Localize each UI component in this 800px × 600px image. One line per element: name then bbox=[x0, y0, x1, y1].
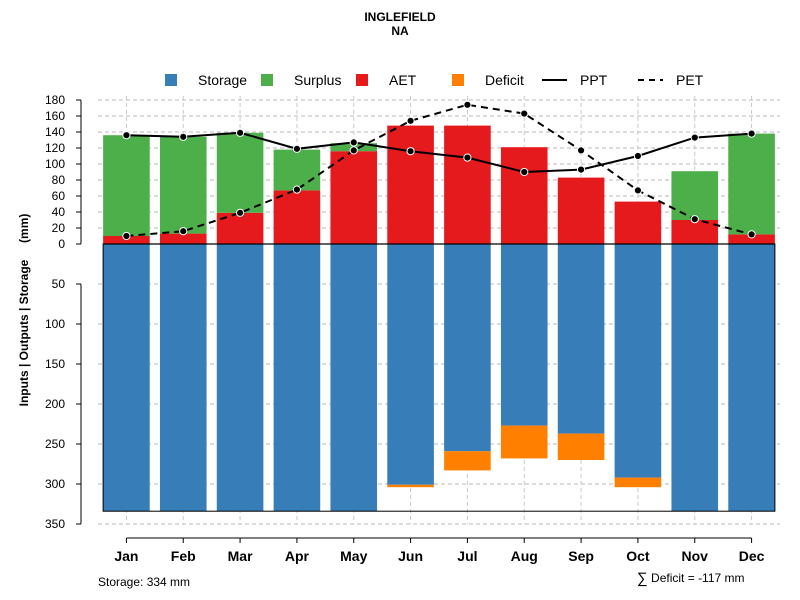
x-tick-label-aug: Aug bbox=[511, 548, 538, 564]
point-pet-jan bbox=[123, 232, 130, 239]
bar-storage-sep bbox=[558, 244, 605, 434]
point-ppt-apr bbox=[293, 145, 300, 152]
point-ppt-oct bbox=[634, 152, 641, 159]
storage-total-note: Storage: 334 mm bbox=[98, 575, 190, 589]
bar-storage-apr bbox=[274, 244, 321, 511]
y-tick-label: 50 bbox=[52, 277, 66, 291]
bar-storage-oct bbox=[615, 244, 662, 478]
point-pet-mar bbox=[236, 209, 243, 216]
bar-storage-mar bbox=[217, 244, 264, 511]
y-tick-label: 120 bbox=[45, 141, 65, 155]
x-tick-label-jun: Jun bbox=[398, 548, 423, 564]
x-tick-label-may: May bbox=[340, 548, 367, 564]
x-tick-label-mar: Mar bbox=[228, 548, 253, 564]
point-ppt-jan bbox=[123, 132, 130, 139]
point-pet-aug bbox=[521, 110, 528, 117]
y-tick-label: 250 bbox=[45, 437, 65, 451]
point-pet-may bbox=[350, 147, 357, 154]
point-ppt-jul bbox=[464, 154, 471, 161]
bar-storage-may bbox=[330, 244, 377, 511]
y-tick-label: 60 bbox=[52, 189, 66, 203]
point-ppt-nov bbox=[691, 134, 698, 141]
bar-surplus-jan bbox=[103, 135, 150, 236]
point-ppt-sep bbox=[577, 166, 584, 173]
bar-surplus-feb bbox=[160, 137, 207, 234]
chart-plot: 0 20 40 60 80 100 120 140 160 180 50 100 150 200 250 30… bbox=[0, 0, 800, 600]
bar-surplus-apr bbox=[274, 150, 321, 191]
bar-aet-sep bbox=[558, 178, 605, 244]
bar-deficit-sep bbox=[558, 434, 605, 460]
sigma-icon: ∑ bbox=[637, 570, 648, 587]
bar-storage-jun bbox=[387, 244, 434, 485]
bar-storage-jul bbox=[444, 244, 491, 451]
point-ppt-mar bbox=[236, 129, 243, 136]
deficit-total-note: ∑ Deficit = -117 mm bbox=[637, 570, 745, 587]
bar-aet-jun bbox=[387, 126, 434, 244]
bar-aet-aug bbox=[501, 147, 548, 244]
x-tick-label-oct: Oct bbox=[626, 548, 650, 564]
bar-storage-jan bbox=[103, 244, 150, 511]
point-ppt-jun bbox=[407, 148, 414, 155]
y-tick-label: 40 bbox=[52, 205, 66, 219]
y-tick-label: 300 bbox=[45, 477, 65, 491]
y-tick-label: 20 bbox=[52, 221, 66, 235]
x-tick-label-apr: Apr bbox=[285, 548, 310, 564]
point-ppt-dec bbox=[748, 130, 755, 137]
point-pet-dec bbox=[748, 231, 755, 238]
x-tick-label-sep: Sep bbox=[568, 548, 594, 564]
y-tick-label: 80 bbox=[52, 173, 66, 187]
y-tick-label: 200 bbox=[45, 397, 65, 411]
y-tick-label: 100 bbox=[45, 317, 65, 331]
y-tick-label: 140 bbox=[45, 125, 65, 139]
bar-surplus-nov bbox=[671, 171, 718, 220]
y-tick-label: 0 bbox=[58, 237, 65, 251]
point-ppt-aug bbox=[521, 168, 528, 175]
bar-aet-jul bbox=[444, 126, 491, 244]
point-pet-oct bbox=[634, 187, 641, 194]
bar-surplus-dec bbox=[728, 134, 775, 235]
bar-storage-dec bbox=[728, 244, 775, 511]
bar-storage-nov bbox=[671, 244, 718, 511]
x-tick-label-feb: Feb bbox=[171, 548, 196, 564]
y-tick-label: 150 bbox=[45, 357, 65, 371]
x-tick-label-nov: Nov bbox=[682, 548, 709, 564]
bar-storage-aug bbox=[501, 244, 548, 426]
point-pet-apr bbox=[293, 186, 300, 193]
point-pet-sep bbox=[577, 147, 584, 154]
bar-aet-may bbox=[330, 151, 377, 244]
point-pet-feb bbox=[180, 228, 187, 235]
bar-deficit-jun bbox=[387, 485, 434, 487]
y-tick-label: 180 bbox=[45, 93, 65, 107]
bar-surplus-mar bbox=[217, 133, 264, 213]
x-tick-label-jan: Jan bbox=[114, 548, 138, 564]
point-pet-jun bbox=[407, 117, 414, 124]
y-tick-label: 100 bbox=[45, 157, 65, 171]
bar-deficit-oct bbox=[615, 478, 662, 488]
bar-deficit-aug bbox=[501, 426, 548, 459]
bar-aet-nov bbox=[671, 220, 718, 244]
x-tick-label-dec: Dec bbox=[739, 548, 765, 564]
bar-deficit-jul bbox=[444, 451, 491, 470]
deficit-total-text: Deficit = -117 mm bbox=[651, 571, 744, 585]
bar-storage-feb bbox=[160, 244, 207, 511]
point-pet-jul bbox=[464, 101, 471, 108]
y-tick-label: 350 bbox=[45, 517, 65, 531]
y-axis-label: Inputs | Outputs | Storage (mm) bbox=[17, 214, 31, 407]
bar-aet-oct bbox=[615, 202, 662, 244]
x-tick-label-jul: Jul bbox=[457, 548, 477, 564]
point-ppt-feb bbox=[180, 133, 187, 140]
point-ppt-may bbox=[350, 139, 357, 146]
bar-aet-apr bbox=[274, 190, 321, 244]
point-pet-nov bbox=[691, 216, 698, 223]
y-tick-label: 160 bbox=[45, 109, 65, 123]
